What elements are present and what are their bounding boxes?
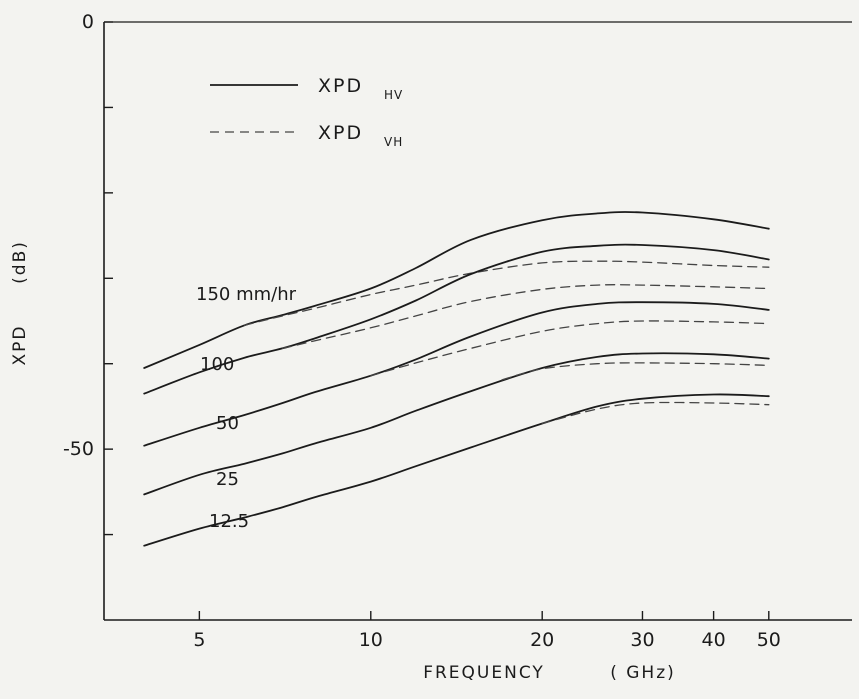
- legend: XPD HV XPD VH: [210, 75, 403, 149]
- x-tick-label: 40: [702, 629, 726, 651]
- curve-label: 100: [200, 354, 234, 375]
- y-axis-unit: (dB): [10, 240, 30, 284]
- y-axis-label: XPD: [10, 325, 30, 366]
- axes: 0 -50 5 10 20 30 40 50: [63, 11, 852, 651]
- curve-label: 50: [216, 413, 239, 434]
- xpd-hv-line-12-5: [143, 393, 770, 547]
- xpd-hv-line-100: [143, 243, 770, 395]
- xpd-vh-line-100: [281, 284, 770, 349]
- xpd-vh-line-50: [370, 320, 770, 377]
- curve-label: 150 mm/hr: [196, 284, 297, 305]
- xpd-hv-line-25: [143, 352, 770, 496]
- x-tick-label: 5: [193, 629, 205, 651]
- y-tick-label: -50: [63, 438, 94, 460]
- curve-label: 25: [216, 469, 239, 490]
- xpd-vh-line-25: [501, 362, 770, 381]
- x-tick-label: 20: [530, 629, 554, 651]
- legend-subscript: VH: [384, 135, 403, 149]
- curve-label: 12.5: [209, 511, 249, 532]
- x-axis-unit: ( GHz): [610, 663, 676, 683]
- x-axis-label: FREQUENCY: [423, 663, 545, 683]
- xpd-vh-line-150: [243, 260, 770, 326]
- xpd-hv-line-50: [143, 301, 770, 447]
- legend-label: XPD: [318, 75, 363, 97]
- legend-subscript: HV: [384, 88, 403, 102]
- x-tick-label: 50: [757, 629, 781, 651]
- x-tick-label: 30: [630, 629, 654, 651]
- legend-label: XPD: [318, 122, 363, 144]
- curve-labels: 150 mm/hr 100 50 25 12.5: [196, 284, 297, 532]
- y-tick-label: 0: [82, 11, 94, 33]
- x-tick-label: 10: [359, 629, 383, 651]
- series-lines: [143, 211, 770, 547]
